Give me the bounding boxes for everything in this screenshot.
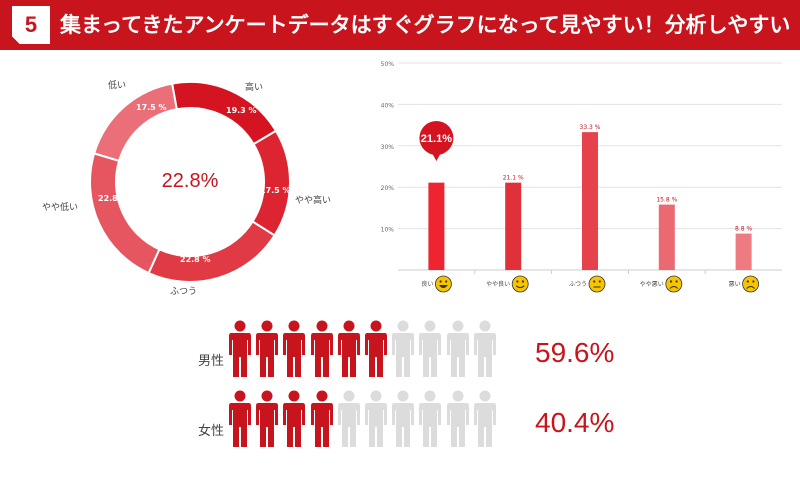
y-tick-label: 40%: [381, 102, 395, 109]
person-icon: [337, 390, 361, 448]
frown-face-icon: [665, 275, 683, 293]
person-icon: [473, 390, 497, 448]
smile-face-icon: [511, 275, 529, 293]
bar: [658, 204, 675, 270]
female-percentage: 40.4%: [535, 407, 615, 438]
donut-value-somewhat-high: 17.5 %: [260, 186, 291, 195]
donut-label-somewhat-high: やや高い: [295, 196, 332, 206]
donut-label-normal: ふつう: [170, 287, 198, 297]
bar-value-label: 8.8 %: [735, 226, 752, 233]
neutral-face-icon: [588, 275, 606, 293]
bar-value-label: 15.8 %: [656, 197, 677, 204]
male-percentage: 59.6%: [535, 337, 615, 368]
highlight-bubble-label: 21.1%: [421, 133, 452, 145]
y-tick-label: 50%: [381, 61, 395, 68]
donut-label-low: 低い: [108, 81, 127, 91]
person-icon: [418, 320, 442, 378]
person-icon: [364, 390, 388, 448]
person-icon: [364, 320, 388, 378]
y-tick-label: 10%: [381, 227, 395, 234]
bar: [735, 233, 752, 270]
person-icon: [446, 320, 470, 378]
person-icon: [228, 390, 252, 448]
header-banner: 5 集まってきたアンケートデータはすぐグラフになって見やすい！分析しやすい: [0, 0, 800, 50]
person-icon: [282, 320, 306, 378]
donut-label-somewhat-low: やや低い: [42, 203, 79, 213]
highlight-bubble: [419, 121, 454, 155]
person-icon: [310, 390, 334, 448]
donut-svg: [89, 81, 291, 283]
person-icon: [337, 320, 361, 378]
person-icon: [228, 320, 252, 378]
bar-value-label: 21.1 %: [503, 175, 524, 182]
bar: [428, 182, 445, 270]
x-tick-label: やや悪い: [640, 280, 664, 288]
donut-value-somewhat-low: 22.8 %: [98, 194, 129, 203]
donut-slice: [251, 129, 291, 237]
donut-center-value: 22.8%: [161, 170, 219, 192]
x-tick-label: ふつう: [569, 281, 587, 288]
x-tick-label: やや良い: [486, 280, 510, 288]
sad-face-icon: [742, 275, 760, 293]
face-mouth: [669, 286, 679, 289]
face-mouth: [438, 285, 448, 288]
bar-value-label: 33.3 %: [580, 124, 601, 131]
grin-face-icon: [435, 275, 452, 293]
section-number-badge: 5: [12, 6, 50, 44]
person-icon: [255, 390, 279, 448]
person-icon: [310, 320, 334, 378]
page-title: 集まってきたアンケートデータはすぐグラフになって見やすい！分析しやすい: [60, 13, 791, 37]
donut-value-low: 17.5 %: [136, 103, 167, 112]
donut-value-normal: 22.8 %: [180, 255, 211, 264]
bar-chart: 10% 20% 30% 40% 50% 良い 21.1 % やや良い 33.3 % ふつう 15.8…: [370, 54, 790, 299]
donut-slice: [92, 82, 178, 163]
bar-chart-svg: 10% 20% 30% 40% 50% 良い 21.1 % やや良い 33.3 % ふつう 15.8…: [381, 61, 782, 293]
person-icon: [391, 390, 415, 448]
bar: [582, 132, 598, 270]
face-mouth: [746, 286, 755, 289]
person-icon: [255, 320, 279, 378]
donut-label-high: 高い: [245, 83, 264, 93]
donut-value-high: 19.3 %: [226, 106, 257, 115]
donut-chart: 22.8% 高い やや高い ふつう やや低い 低い 19.3 % 17.5 % …: [40, 62, 340, 307]
x-tick-label: 良い: [421, 280, 433, 288]
female-pictogram-row: [228, 390, 500, 448]
gender-label-male: 男性: [198, 354, 225, 369]
person-icon: [473, 320, 497, 378]
x-tick-label: 悪い: [729, 281, 741, 288]
male-pictogram-row: [228, 320, 500, 378]
y-tick-label: 30%: [381, 144, 395, 151]
person-icon: [418, 390, 442, 448]
person-icon: [391, 320, 415, 378]
y-tick-label: 20%: [381, 185, 395, 192]
gender-label-female: 女性: [198, 424, 225, 439]
person-icon: [446, 390, 470, 448]
donut-slice: [147, 220, 276, 283]
face-mouth: [515, 285, 525, 289]
person-icon: [282, 390, 306, 448]
bar: [505, 182, 522, 270]
